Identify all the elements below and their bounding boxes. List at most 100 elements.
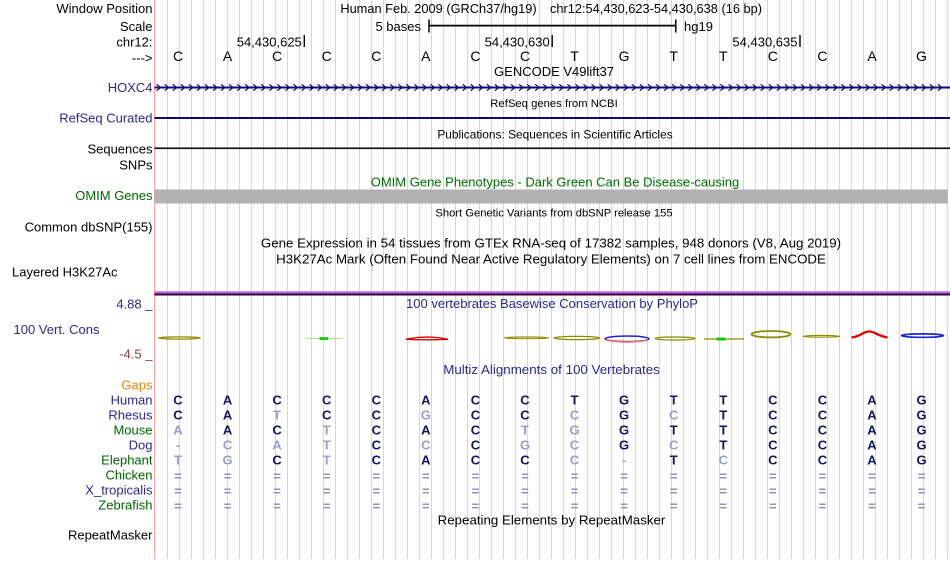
svg-text:C: C — [173, 408, 183, 423]
svg-text:G: G — [421, 408, 431, 423]
svg-text:C: C — [768, 438, 778, 453]
svg-text:C: C — [471, 423, 481, 438]
svg-text:T: T — [273, 408, 281, 423]
svg-text:=: = — [323, 469, 331, 484]
svg-text:G: G — [916, 48, 927, 64]
svg-text:A: A — [867, 408, 877, 423]
svg-text:=: = — [670, 499, 678, 514]
svg-text:=: = — [868, 499, 876, 514]
svg-text:4.88 _: 4.88 _ — [116, 297, 153, 312]
svg-text:X_tropicalis: X_tropicalis — [85, 483, 153, 498]
svg-text:Rhesus: Rhesus — [108, 408, 153, 423]
svg-text:C: C — [471, 393, 481, 408]
svg-text:G: G — [619, 393, 629, 408]
svg-text:G: G — [916, 393, 926, 408]
svg-text:Chicken: Chicken — [106, 468, 153, 483]
svg-text:C: C — [768, 408, 778, 423]
svg-text:=: = — [819, 484, 827, 499]
svg-text:=: = — [174, 484, 182, 499]
svg-text:G: G — [619, 408, 629, 423]
svg-text:Human: Human — [111, 393, 153, 408]
svg-text:=: = — [769, 499, 777, 514]
svg-text:C: C — [272, 48, 282, 64]
svg-text:=: = — [620, 469, 628, 484]
svg-text:=: = — [273, 469, 281, 484]
svg-text:=: = — [224, 499, 232, 514]
svg-text:A: A — [223, 423, 233, 438]
svg-text:Dog: Dog — [129, 438, 153, 453]
svg-text:T: T — [323, 453, 331, 468]
svg-text:C: C — [768, 48, 778, 64]
svg-text:A: A — [421, 453, 431, 468]
svg-text:=: = — [720, 469, 728, 484]
svg-text:T: T — [174, 453, 182, 468]
svg-text:C: C — [818, 423, 828, 438]
svg-text:=: = — [571, 484, 579, 499]
svg-text:-: - — [176, 438, 180, 453]
svg-text:54,430,630: 54,430,630 — [485, 35, 550, 50]
svg-text:=: = — [571, 499, 579, 514]
svg-text:C: C — [322, 393, 332, 408]
svg-text:Common dbSNP(155): Common dbSNP(155) — [25, 220, 153, 235]
svg-text:Scale: Scale — [120, 19, 153, 34]
svg-text:54,430,625: 54,430,625 — [237, 35, 302, 50]
svg-text:-4.5 _: -4.5 _ — [119, 346, 153, 361]
svg-text:=: = — [918, 484, 926, 499]
svg-text:C: C — [817, 48, 827, 64]
svg-text:-: - — [622, 453, 626, 468]
svg-text:GENCODE V49lift37: GENCODE V49lift37 — [494, 64, 614, 79]
svg-text:T: T — [571, 393, 579, 408]
svg-text:C: C — [520, 393, 530, 408]
svg-text:C: C — [669, 408, 679, 423]
svg-text:A: A — [867, 423, 877, 438]
svg-text:RefSeq Curated: RefSeq Curated — [59, 111, 152, 126]
svg-text:Layered H3K27Ac: Layered H3K27Ac — [12, 265, 118, 280]
svg-text:=: = — [521, 469, 529, 484]
svg-text:=: = — [720, 499, 728, 514]
svg-text:C: C — [470, 48, 480, 64]
svg-text:A: A — [867, 438, 877, 453]
svg-text:=: = — [323, 499, 331, 514]
svg-text:Human Feb. 2009 (GRCh37/hg19): Human Feb. 2009 (GRCh37/hg19) — [340, 1, 536, 16]
svg-text:C: C — [372, 408, 382, 423]
svg-text:H3K27Ac Mark (Often Found Near: H3K27Ac Mark (Often Found Near Active Re… — [276, 251, 826, 266]
svg-text:C: C — [272, 423, 282, 438]
svg-text:T: T — [670, 453, 678, 468]
svg-text:=: = — [373, 499, 381, 514]
svg-text:T: T — [669, 48, 678, 64]
svg-text:A: A — [223, 408, 233, 423]
svg-text:OMIM Gene Phenotypes - Dark Gr: OMIM Gene Phenotypes - Dark Green Can Be… — [371, 175, 740, 190]
svg-text:chr12:: chr12: — [116, 35, 152, 50]
svg-text:T: T — [323, 438, 331, 453]
svg-text:A: A — [173, 423, 183, 438]
svg-text:=: = — [472, 484, 480, 499]
svg-text:C: C — [570, 408, 580, 423]
svg-text:=: = — [373, 484, 381, 499]
svg-text:C: C — [322, 48, 332, 64]
svg-text:T: T — [570, 48, 579, 64]
svg-text:T: T — [719, 48, 728, 64]
svg-text:=: = — [620, 484, 628, 499]
svg-text:A: A — [421, 423, 431, 438]
svg-text:C: C — [818, 393, 828, 408]
svg-text:A: A — [223, 393, 233, 408]
svg-text:Elephant: Elephant — [101, 453, 153, 468]
svg-text:=: = — [373, 469, 381, 484]
svg-text:C: C — [372, 438, 382, 453]
svg-text:Gene Expression in 54 tissues: Gene Expression in 54 tissues from GTEx … — [261, 235, 841, 250]
svg-text:T: T — [719, 438, 727, 453]
svg-text:C: C — [768, 453, 778, 468]
svg-text:C: C — [570, 438, 580, 453]
svg-text:Publications: Sequences in Sci: Publications: Sequences in Scientific Ar… — [437, 127, 672, 141]
svg-text:100 vertebrates Basewise Conse: 100 vertebrates Basewise Conservation by… — [406, 296, 698, 311]
svg-text:C: C — [768, 393, 778, 408]
svg-text:G: G — [916, 438, 926, 453]
svg-text:G: G — [619, 48, 630, 64]
svg-text:A: A — [421, 48, 431, 64]
svg-text:T: T — [323, 423, 331, 438]
svg-text:=: = — [273, 499, 281, 514]
svg-text:=: = — [521, 499, 529, 514]
svg-text:T: T — [719, 393, 727, 408]
svg-text:C: C — [471, 438, 481, 453]
svg-text:=: = — [868, 484, 876, 499]
